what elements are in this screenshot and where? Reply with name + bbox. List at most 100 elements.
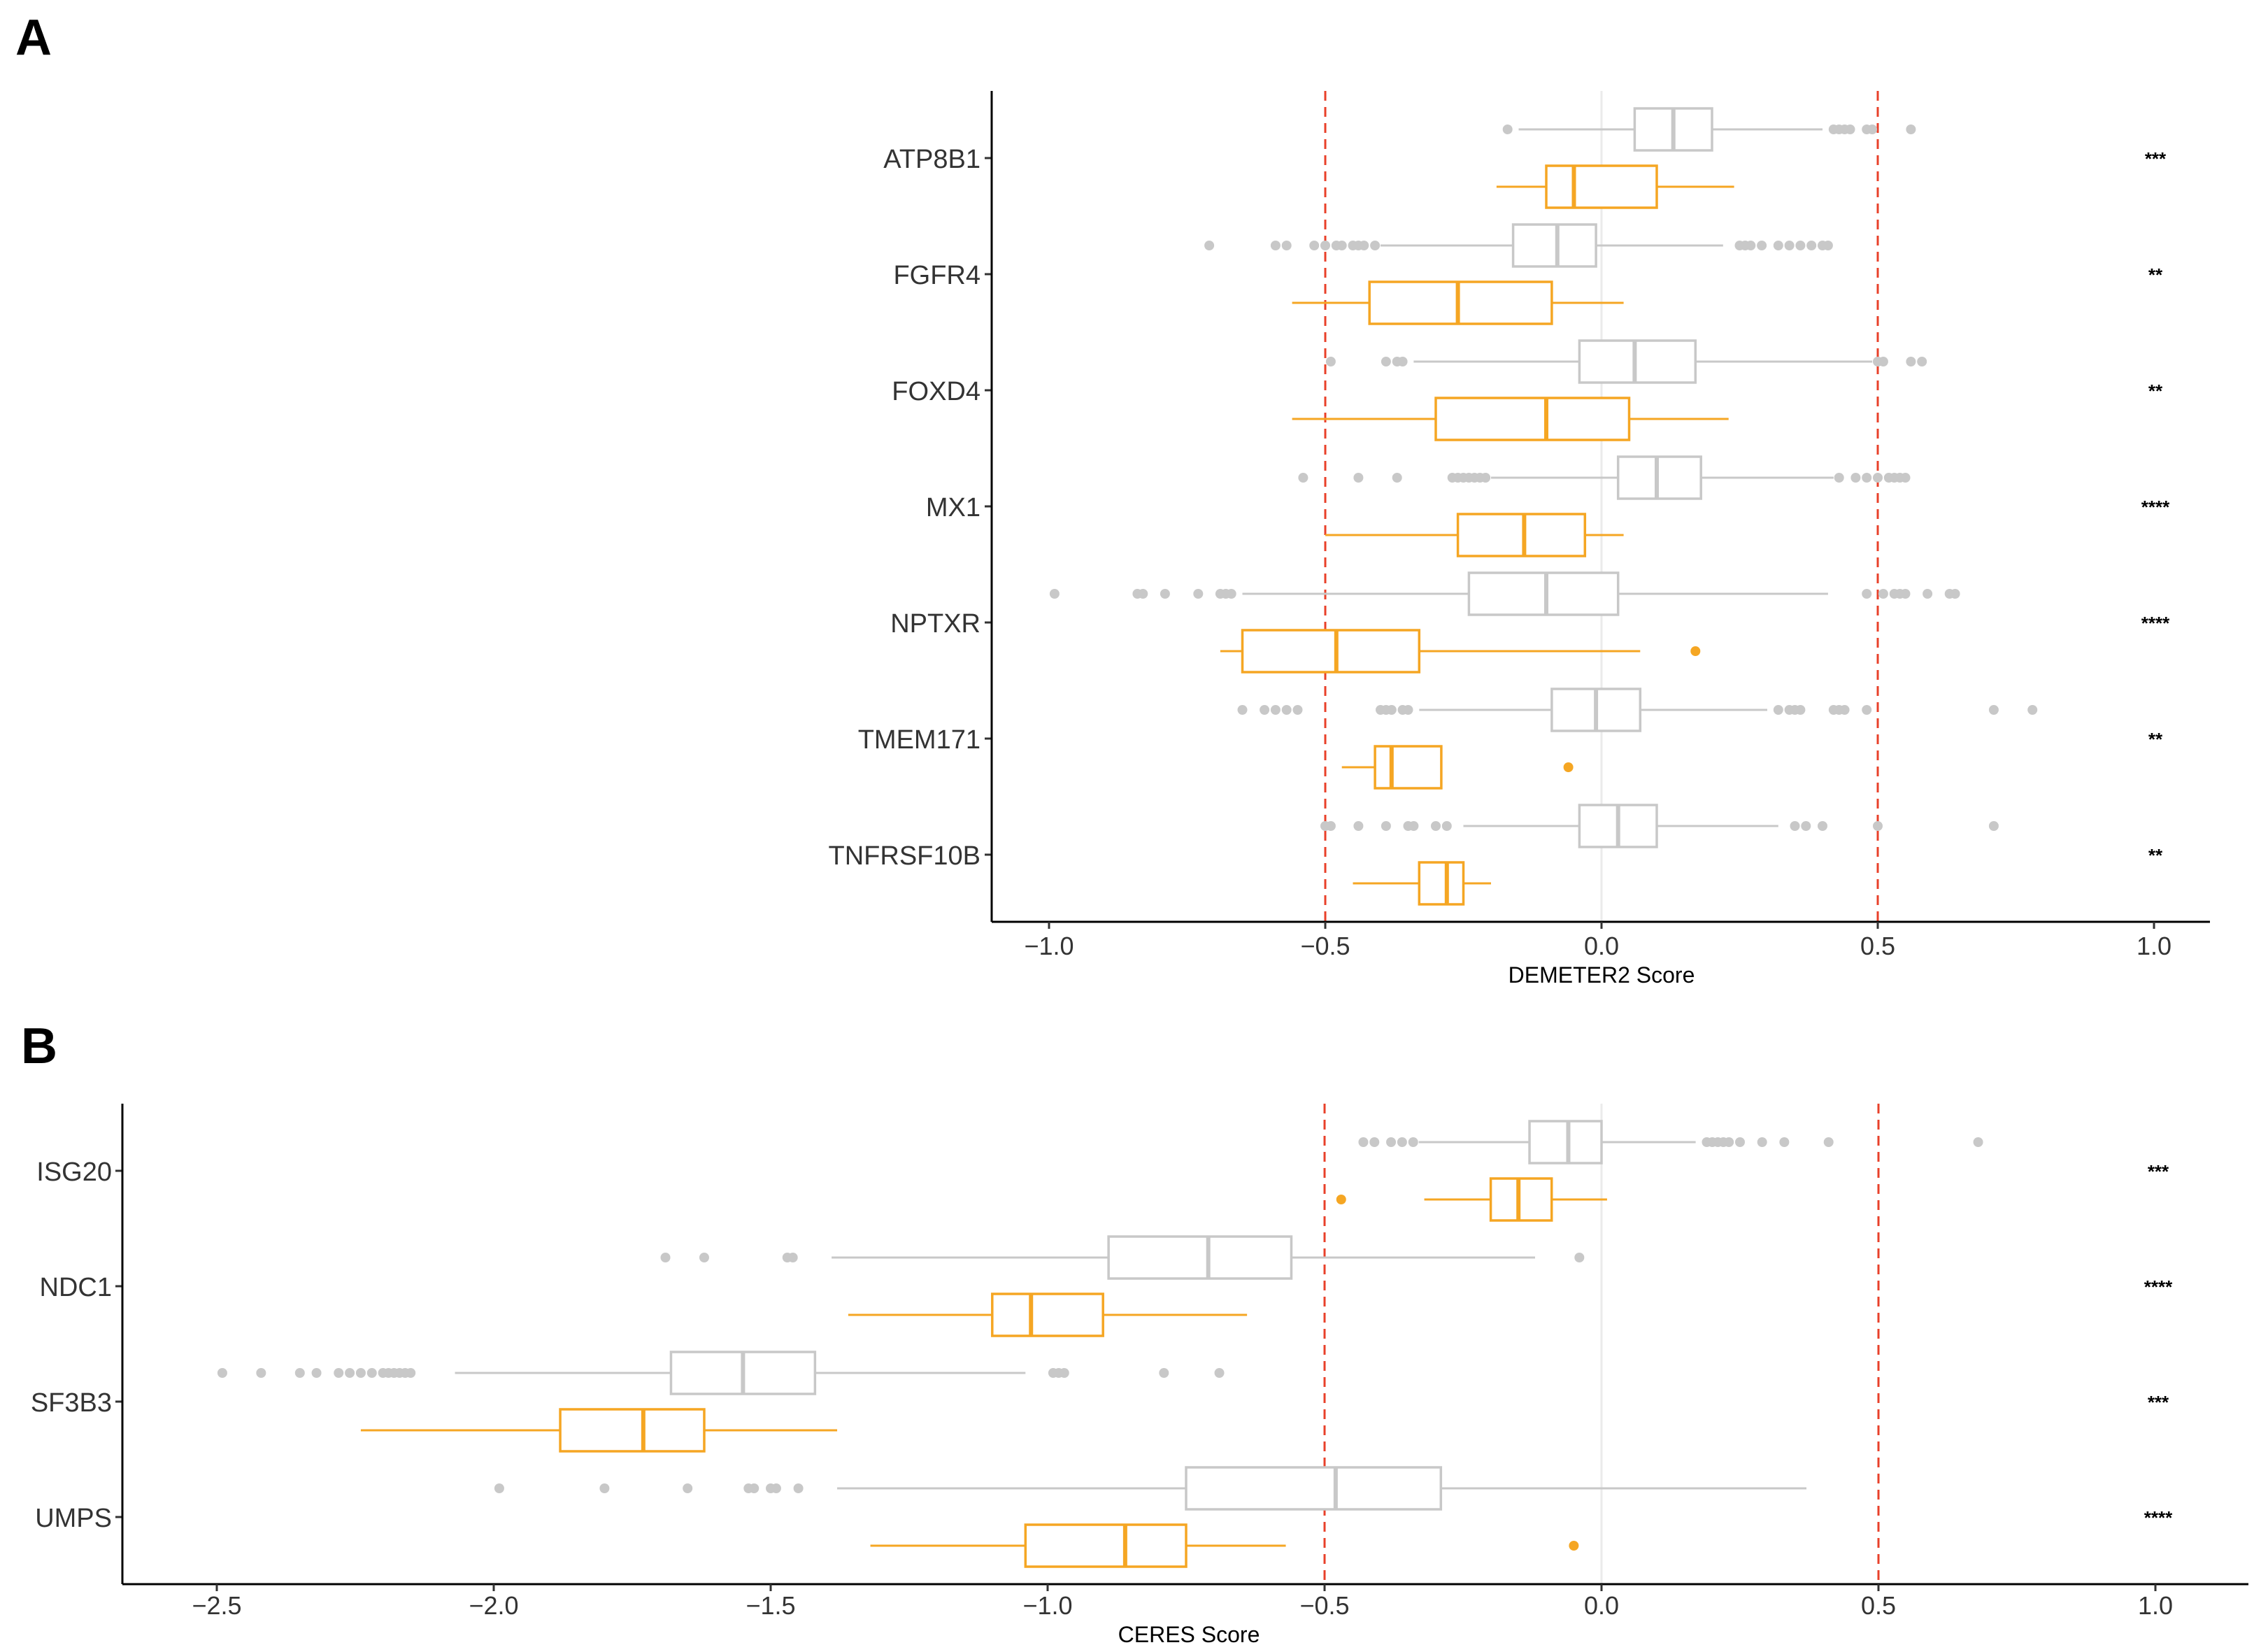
gene-group: FOXD4 **	[892, 339, 2163, 441]
significance-label: ****	[2141, 613, 2170, 634]
grey-outlier-point	[1502, 124, 1513, 134]
gene-label: NPTXR	[890, 609, 980, 639]
gene-group: NDC1 ****	[40, 1235, 2173, 1337]
grey-outlier-point	[1795, 241, 1806, 250]
grey-outlier-point	[1839, 705, 1850, 715]
grey-box	[1511, 223, 1597, 268]
grey-outlier-point	[1823, 1137, 1834, 1147]
orange-box	[1418, 861, 1465, 906]
gene-label: TNFRSF10B	[829, 841, 980, 871]
gene-label: FGFR4	[893, 261, 980, 290]
grey-outlier-point	[1298, 473, 1308, 483]
grey-outlier-point	[1862, 589, 1872, 599]
significance-label: ****	[2144, 1276, 2173, 1297]
grey-outlier-point	[1806, 241, 1817, 250]
grey-outlier-point	[1973, 1137, 1983, 1147]
grey-outlier-point	[1226, 589, 1236, 599]
significance-label: **	[2148, 845, 2163, 866]
grey-outlier-point	[1735, 1137, 1745, 1147]
significance-label: ****	[2141, 497, 2170, 518]
grey-outlier-point	[1403, 705, 1413, 715]
gene-group: MX1 ****	[926, 455, 2170, 557]
gene-label: ATP8B1	[883, 145, 980, 174]
grey-outlier-point	[1160, 589, 1170, 599]
x-axis-title: DEMETER2 Score	[1509, 962, 1695, 988]
orange-outlier-point	[1690, 646, 1701, 656]
grey-outlier-point	[1757, 241, 1767, 250]
grey-outlier-point	[1900, 589, 1911, 599]
x-tick-label: 0.5	[1860, 932, 1895, 960]
x-tick-label: 0.0	[1584, 1591, 1619, 1620]
grey-outlier-point	[1834, 473, 1844, 483]
significance-label: **	[2148, 380, 2163, 401]
grey-outlier-point	[1481, 473, 1491, 483]
grey-outlier-point	[1818, 821, 1827, 831]
x-tick-label: −2.0	[469, 1591, 518, 1620]
grey-outlier-point	[1353, 473, 1364, 483]
gene-group: NPTXR ****	[890, 571, 2170, 674]
grey-box	[1107, 1235, 1293, 1280]
grey-outlier-point	[1359, 241, 1369, 250]
panel-b: B ISG20 *** NDC1 **** SF3B3 *** UMPS **** −2.5 −2.…	[21, 1018, 2248, 1647]
grey-outlier-point	[1059, 1368, 1069, 1378]
significance-label: ***	[2148, 1392, 2169, 1413]
significance-label: ***	[2145, 148, 2167, 169]
gene-group: UMPS ****	[35, 1466, 2173, 1568]
gene-group: FGFR4 **	[893, 223, 2163, 325]
grey-box	[1467, 571, 1620, 616]
x-tick-label: −0.5	[1299, 1591, 1349, 1620]
orange-box	[1368, 280, 1553, 325]
grey-outlier-point	[1159, 1368, 1169, 1378]
gene-label: FOXD4	[892, 377, 980, 406]
grey-outlier-point	[771, 1483, 781, 1493]
grey-outlier-point	[1397, 357, 1408, 366]
grey-outlier-point	[1386, 705, 1397, 715]
gene-label: ISG20	[36, 1158, 112, 1187]
gene-group: TNFRSF10B **	[829, 804, 2163, 906]
x-tick-label: 0.5	[1861, 1591, 1896, 1620]
grey-outlier-point	[699, 1253, 709, 1262]
grey-outlier-point	[660, 1253, 671, 1262]
grey-outlier-point	[1353, 821, 1364, 831]
grey-outlier-point	[1867, 124, 1878, 134]
grey-outlier-point	[1309, 241, 1320, 250]
grey-outlier-point	[1369, 1137, 1380, 1147]
x-axis-title: CERES Score	[1118, 1622, 1260, 1647]
grey-outlier-point	[1381, 821, 1391, 831]
grey-outlier-point	[334, 1368, 344, 1378]
gene-label: MX1	[926, 493, 980, 522]
orange-outlier-point	[1563, 762, 1574, 772]
grey-outlier-point	[1574, 1253, 1585, 1262]
grey-outlier-point	[1917, 357, 1927, 366]
grey-outlier-point	[1795, 705, 1806, 715]
grey-outlier-point	[406, 1368, 416, 1378]
grey-outlier-point	[2027, 705, 2038, 715]
grey-outlier-point	[1193, 589, 1204, 599]
grey-outlier-point	[1370, 241, 1381, 250]
x-tick-label: −1.0	[1024, 932, 1074, 960]
gene-label: UMPS	[35, 1504, 112, 1533]
grey-outlier-point	[1441, 821, 1452, 831]
grey-outlier-point	[355, 1368, 366, 1378]
significance-label: **	[2148, 264, 2163, 285]
x-tick-label: 1.0	[2138, 1591, 2173, 1620]
x-tick-label: 0.0	[1584, 932, 1619, 960]
grey-outlier-point	[1408, 1137, 1418, 1147]
orange-box	[1374, 745, 1443, 790]
grey-outlier-point	[1724, 1137, 1734, 1147]
grey-outlier-point	[345, 1368, 355, 1378]
grey-outlier-point	[1281, 705, 1292, 715]
x-tick-label: 1.0	[2137, 932, 2171, 960]
grey-outlier-point	[256, 1368, 266, 1378]
grey-outlier-point	[1906, 357, 1916, 366]
grey-outlier-point	[1138, 589, 1148, 599]
grey-outlier-point	[1862, 473, 1872, 483]
grey-box	[1578, 339, 1697, 384]
grey-outlier-point	[294, 1368, 305, 1378]
orange-box	[1489, 1177, 1553, 1222]
grey-outlier-point	[1408, 821, 1419, 831]
gene-label: NDC1	[40, 1273, 112, 1302]
gene-group: ATP8B1 ***	[883, 107, 2167, 209]
